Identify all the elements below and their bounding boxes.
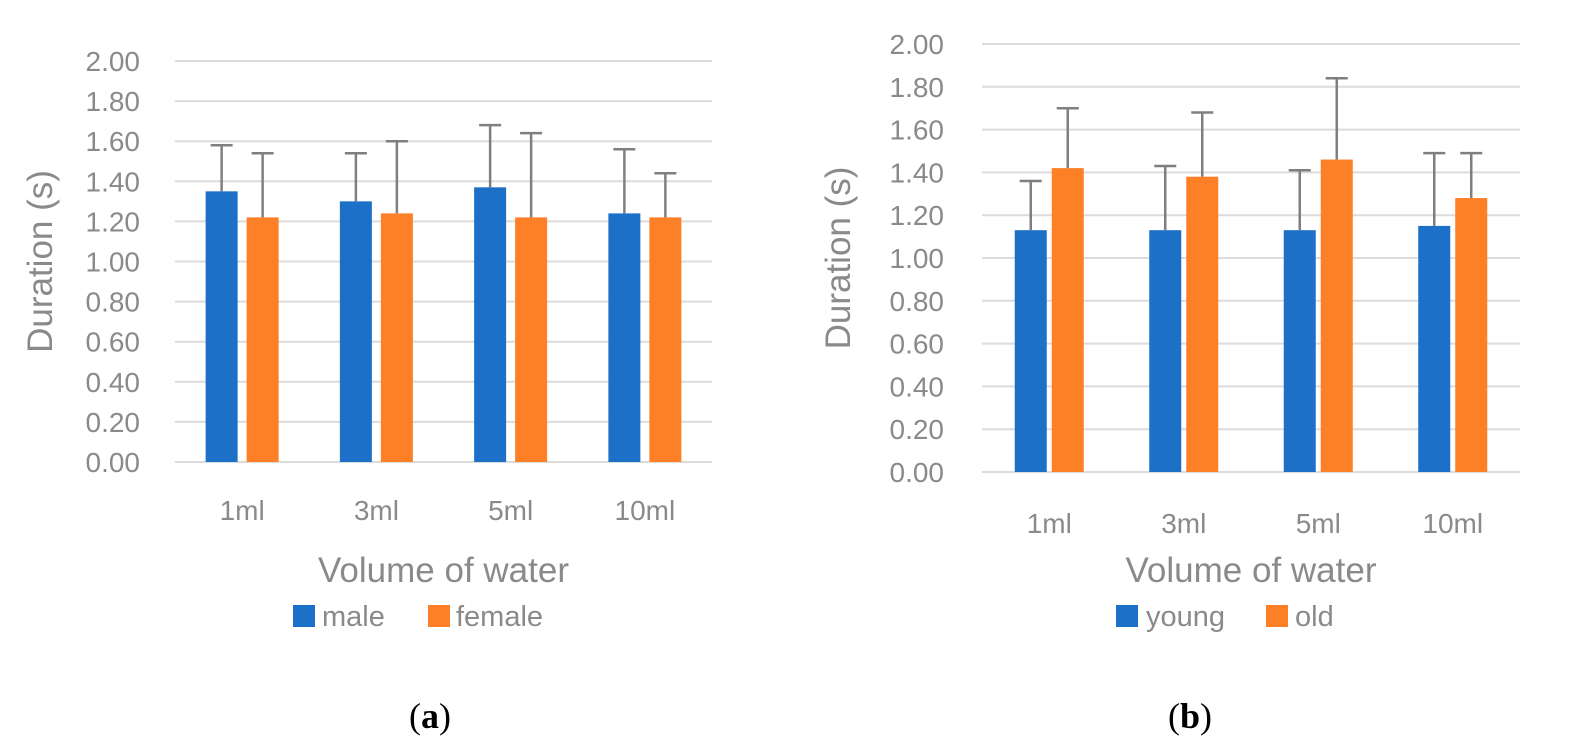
y-tick-label: 0.00: [86, 447, 141, 478]
y-tick-label: 0.40: [86, 367, 141, 398]
bar-female: [515, 217, 548, 462]
bar-young: [1014, 230, 1047, 472]
bar-female: [649, 217, 682, 462]
legend-label-male: male: [322, 601, 385, 633]
panel-letter: b: [1180, 696, 1200, 736]
bar-young: [1418, 225, 1451, 472]
y-tick-label: 1.60: [890, 115, 945, 146]
x-tick-label: 1ml: [1027, 508, 1072, 539]
legend-swatch-young: [1116, 605, 1138, 627]
bar-male: [339, 201, 372, 462]
legend-label-old: old: [1295, 601, 1334, 633]
y-tick-label: 0.20: [86, 407, 141, 438]
bar-male: [205, 191, 238, 462]
legend-label-female: female: [456, 601, 543, 633]
bar-male: [474, 187, 507, 462]
x-tick-label: 10ml: [1422, 508, 1483, 539]
y-tick-label: 0.80: [890, 286, 945, 317]
y-tick-label: 0.60: [890, 329, 945, 360]
y-tick-label: 0.00: [890, 457, 945, 488]
y-axis-title: Duration (s): [819, 167, 858, 350]
bar-old: [1320, 159, 1353, 472]
legend-swatch-male: [293, 605, 315, 627]
y-tick-label: 1.20: [890, 200, 945, 231]
x-tick-label: 1ml: [220, 495, 265, 526]
y-tick-label: 0.60: [86, 327, 141, 358]
y-tick-label: 0.80: [86, 287, 141, 318]
legend-swatch-old: [1266, 605, 1288, 627]
x-tick-label: 10ml: [615, 495, 676, 526]
x-axis-title: Volume of water: [318, 551, 569, 590]
y-tick-label: 1.80: [890, 72, 945, 103]
legend-swatch-female: [428, 605, 450, 627]
legend-label-young: young: [1146, 601, 1225, 633]
y-tick-label: 2.00: [86, 46, 141, 77]
x-axis-title: Volume of water: [1126, 551, 1377, 590]
y-tick-label: 1.20: [86, 206, 141, 237]
x-tick-label: 5ml: [1296, 508, 1341, 539]
bar-young: [1283, 230, 1316, 472]
y-tick-label: 1.80: [86, 86, 141, 117]
bar-old: [1455, 198, 1488, 472]
chart-panel-a: 0.00 0.20 0.40 0.60 0.80 1.00 1.20 1.40 1.60 1.80…: [21, 46, 712, 736]
bar-young: [1149, 230, 1182, 472]
bar-female: [246, 217, 279, 462]
y-tick-label: 1.00: [890, 243, 945, 274]
y-tick-label: 2.00: [890, 29, 945, 60]
bar-male: [608, 213, 641, 462]
y-tick-label: 1.60: [86, 126, 141, 157]
x-tick-label: 3ml: [1161, 508, 1206, 539]
y-tick-label: 1.40: [86, 166, 141, 197]
x-tick-label: 3ml: [354, 495, 399, 526]
x-tick-label: 5ml: [488, 495, 533, 526]
bar-old: [1186, 176, 1219, 472]
bar-female: [380, 213, 413, 462]
y-tick-label: 1.40: [890, 157, 945, 188]
chart-panel-b: 0.00 0.20 0.40 0.60 0.80 1.00 1.20 1.40 1.60 1.80…: [819, 29, 1520, 736]
panel-label: (b): [1168, 696, 1212, 736]
y-tick-label: 0.40: [890, 371, 945, 402]
y-axis-title: Duration (s): [21, 170, 60, 353]
panel-letter: a: [421, 696, 439, 736]
y-tick-label: 0.20: [890, 414, 945, 445]
y-tick-label: 1.00: [86, 247, 141, 278]
panel-label: (a): [409, 696, 451, 736]
bar-old: [1051, 168, 1084, 472]
